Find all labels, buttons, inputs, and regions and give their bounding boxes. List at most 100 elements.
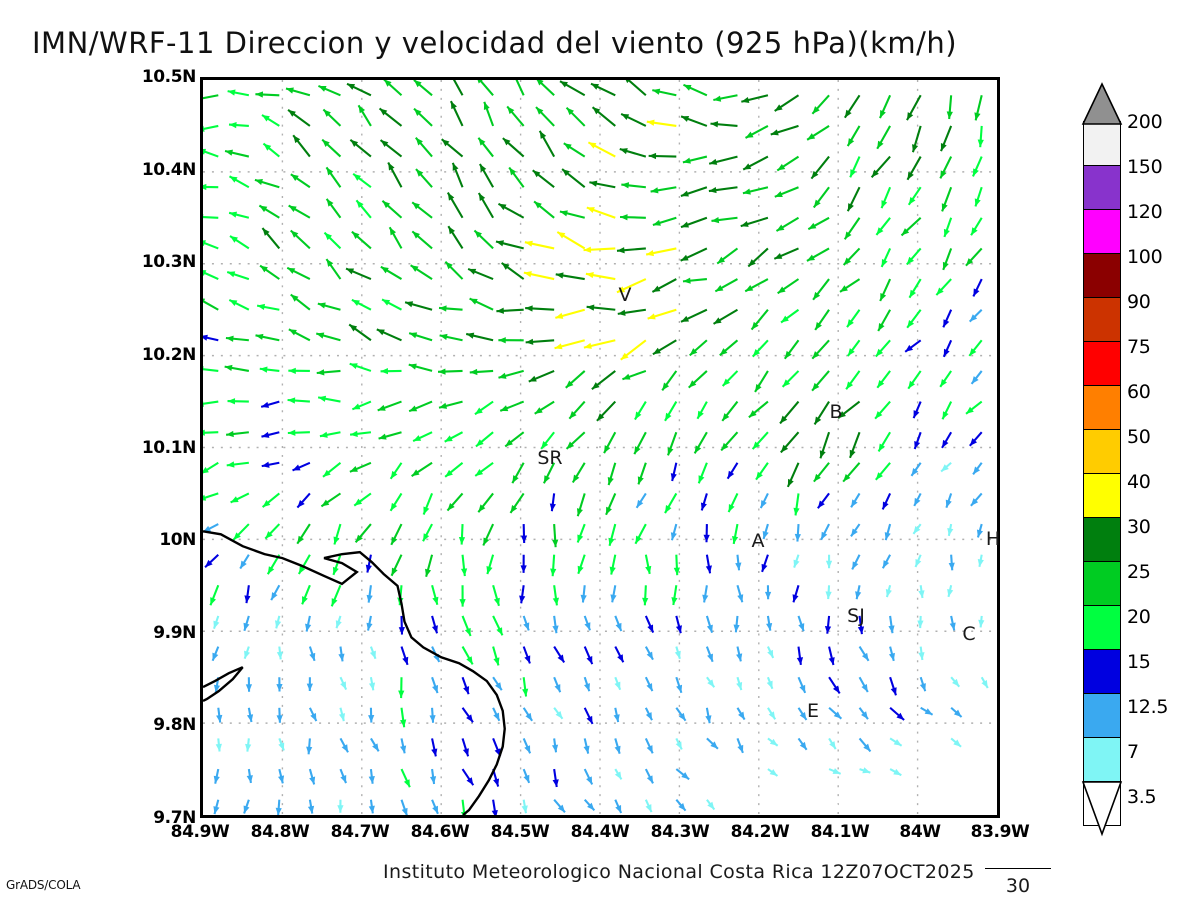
wind-arrow <box>398 615 405 635</box>
wind-arrow <box>563 142 586 158</box>
wind-arrow <box>318 84 341 97</box>
wind-arrow <box>650 186 677 194</box>
wind-arrow <box>431 646 441 663</box>
wind-arrow <box>534 400 555 415</box>
wind-arrow <box>700 493 708 511</box>
wind-arrow <box>744 278 769 293</box>
wind-arrow <box>839 278 861 293</box>
wind-arrow <box>706 768 715 779</box>
colorbar-tick-label: 50 <box>1127 426 1151 448</box>
wind-arrow <box>551 738 559 753</box>
wind-arrow <box>736 707 746 721</box>
wind-arrow <box>948 554 955 571</box>
wind-arrow <box>522 615 530 631</box>
wind-arrow <box>773 247 799 260</box>
wind-arrow <box>828 737 837 750</box>
wind-arrow <box>290 293 311 311</box>
wind-arrow <box>806 125 830 141</box>
x-tick-label: 84.7W <box>330 822 390 842</box>
wind-arrow <box>721 400 739 422</box>
wind-arrow <box>767 798 777 808</box>
wind-arrow <box>465 332 494 342</box>
wind-arrow <box>422 523 433 542</box>
wind-arrow <box>688 370 708 389</box>
colorbar-segment <box>1083 605 1121 650</box>
map-plot-area[interactable] <box>200 77 1000 818</box>
wind-arrow <box>828 798 839 807</box>
wind-arrow <box>779 400 800 425</box>
wind-arrow <box>538 130 556 158</box>
station-label-a: A <box>751 530 765 552</box>
wind-arrow <box>889 737 903 747</box>
wind-arrow <box>287 429 310 436</box>
wind-arrow <box>647 308 677 320</box>
wind-arrow <box>228 175 250 189</box>
wind-arrow <box>244 585 251 604</box>
wind-arrow <box>555 272 585 281</box>
wind-arrow <box>888 615 895 634</box>
wind-arrow <box>431 738 438 757</box>
wind-arrow <box>842 247 861 266</box>
wind-arrow <box>950 676 961 688</box>
wind-arrow <box>511 462 525 484</box>
wind-arrow <box>920 706 934 716</box>
wind-arrow <box>296 523 311 545</box>
wind-arrow <box>348 323 372 342</box>
wind-arrow <box>492 646 500 666</box>
wind-arrow <box>305 615 312 632</box>
wind-arrow <box>670 523 678 541</box>
wind-arrow <box>979 585 986 597</box>
wind-arrow <box>226 271 250 281</box>
wind-arrow <box>508 166 525 188</box>
wind-arrow <box>290 229 311 250</box>
wind-arrow <box>742 155 769 171</box>
wind-arrow <box>736 646 743 662</box>
wind-arrow <box>319 431 341 438</box>
wind-arrow <box>614 646 625 663</box>
wind-arrow <box>762 523 769 540</box>
wind-arrow <box>619 148 647 158</box>
wind-arrow <box>935 278 952 296</box>
wind-arrow <box>876 370 891 389</box>
wind-arrow <box>439 333 463 342</box>
wind-arrow <box>232 523 250 541</box>
wind-arrow <box>603 431 617 454</box>
wind-arrow <box>811 370 830 392</box>
wind-arrow <box>858 737 872 753</box>
wind-arrow <box>203 183 219 191</box>
wind-arrow <box>307 799 315 814</box>
wind-arrow <box>675 737 683 750</box>
wind-arrow <box>239 554 250 570</box>
wind-arrow <box>522 738 532 754</box>
x-tick-label: 84W <box>899 822 941 842</box>
wind-arrow <box>620 339 647 361</box>
wind-arrow <box>842 462 861 483</box>
wind-arrow <box>981 736 993 744</box>
wind-arrow <box>858 707 869 720</box>
wind-arrow <box>675 768 690 781</box>
wind-arrow <box>203 523 219 533</box>
wind-arrow <box>475 431 494 448</box>
station-label-sr: SR <box>537 447 563 469</box>
wind-arrow <box>674 646 681 660</box>
wind-arrow <box>742 186 769 195</box>
wind-arrow <box>682 277 707 284</box>
wind-arrow <box>980 676 989 689</box>
wind-arrow <box>705 554 712 574</box>
wind-arrow <box>411 201 433 219</box>
wind-arrow <box>889 706 905 721</box>
y-tick-label: 10.2N <box>141 344 197 365</box>
wind-arrow <box>874 400 891 420</box>
wind-arrow <box>325 166 342 188</box>
wind-arrow <box>913 431 922 450</box>
wind-arrow <box>524 240 555 250</box>
wind-arrow <box>797 737 808 751</box>
wind-arrow <box>400 707 407 728</box>
wind-arrow <box>682 155 708 164</box>
wind-arrow <box>431 676 439 694</box>
wind-arrow <box>857 615 865 635</box>
wind-arrow <box>644 737 654 754</box>
wind-arrow <box>580 585 587 603</box>
wind-arrow <box>321 138 342 158</box>
wind-arrow <box>733 615 740 633</box>
